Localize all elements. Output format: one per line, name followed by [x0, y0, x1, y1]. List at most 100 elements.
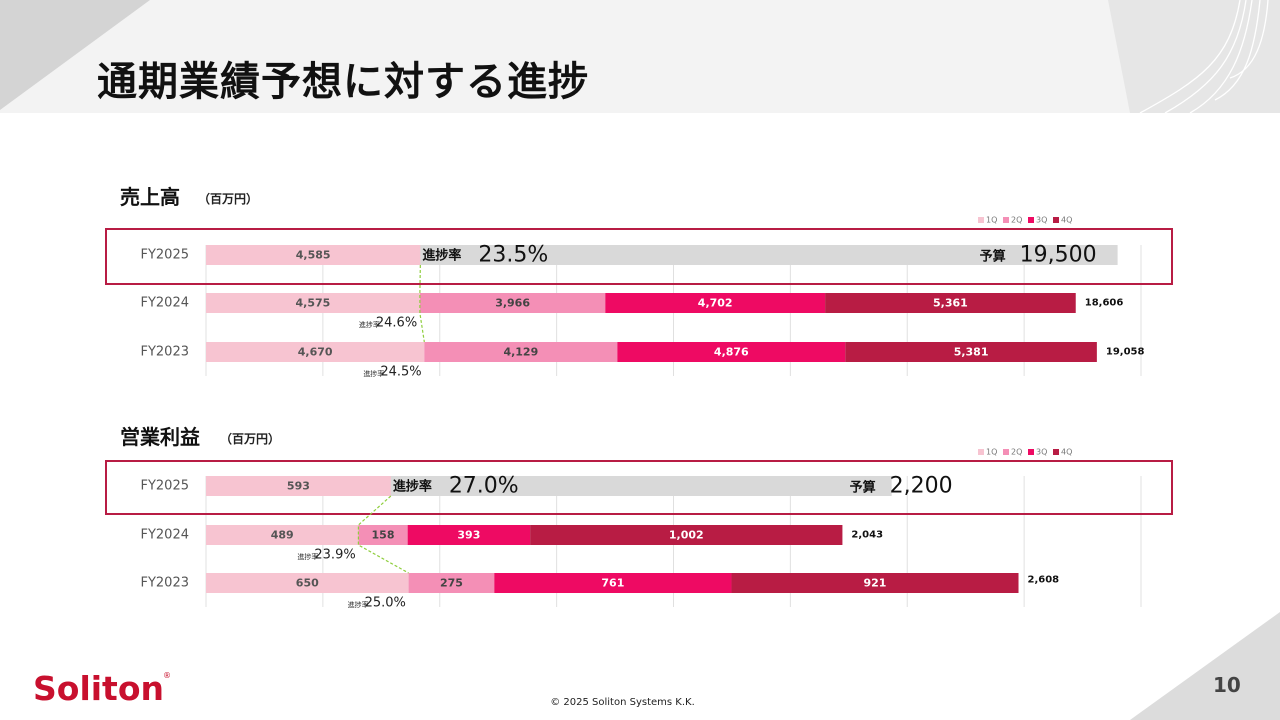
page-number: 10	[1213, 673, 1241, 697]
legend-label-4Q: 4Q	[1061, 216, 1072, 225]
bar-value-label: 1,002	[669, 529, 704, 542]
total-label: 19,058	[1106, 347, 1145, 358]
bar-FY2025-1Q	[206, 476, 391, 496]
bar-FY2023-1Q	[206, 342, 425, 362]
highlight-box	[105, 228, 1173, 285]
progress-value-small: 23.9%	[314, 548, 355, 563]
bar-FY2025-1Q	[206, 245, 421, 265]
legend-label-1Q: 1Q	[986, 448, 997, 457]
budget-label: 予算	[980, 249, 1006, 265]
legend-label-3Q: 3Q	[1036, 448, 1047, 457]
bar-FY2023-2Q	[408, 573, 495, 593]
legend-label-2Q: 2Q	[1011, 448, 1022, 457]
bar-value-label: 5,381	[954, 346, 989, 359]
legend-swatch-1Q	[978, 217, 984, 223]
budget-label: 予算	[850, 480, 876, 496]
bar-FY2024-1Q	[206, 293, 420, 313]
legend-label-4Q: 4Q	[1061, 448, 1072, 457]
progress-label: 進捗率	[393, 479, 432, 495]
chart-svg: 売上高 （百万円） 1Q 2Q 3Q 4Q FY2025 4,585 進捗率 23.5% 予算 19,…	[105, 185, 1173, 380]
budget-value: 2,200	[890, 474, 953, 499]
legend-swatch-3Q	[1028, 449, 1034, 455]
row-label-FY2024: FY2024	[140, 296, 189, 311]
bar-FY2023-2Q	[424, 342, 618, 362]
bar-FY2024-2Q	[358, 525, 408, 545]
row-label-FY2023: FY2023	[140, 576, 189, 591]
page-title: 通期業績予想に対する進捗	[97, 59, 589, 105]
progress-value: 23.5%	[478, 243, 548, 268]
progress-label-small: 進捗率	[359, 320, 380, 329]
bar-value-label: 4,575	[296, 297, 331, 310]
budget-bar	[206, 245, 1118, 265]
chart-title: 営業利益	[120, 425, 200, 449]
progress-label-small: 進捗率	[297, 552, 318, 561]
bar-FY2024-1Q	[206, 525, 359, 545]
legend-label-1Q: 1Q	[986, 216, 997, 225]
progress-connector-line	[357, 495, 409, 574]
header-wave-lines	[1139, 0, 1269, 113]
bar-FY2023-1Q	[206, 573, 409, 593]
legend-swatch-2Q	[1003, 449, 1009, 455]
bar-value-label: 4,876	[714, 346, 749, 359]
progress-label: 進捗率	[422, 248, 461, 264]
header-left-triangle	[0, 0, 150, 110]
slide-header: 通期業績予想に対する進捗	[0, 0, 1280, 113]
total-label: 2,608	[1028, 575, 1060, 586]
header-decoration	[0, 0, 1280, 113]
bar-value-label: 275	[440, 577, 463, 590]
bar-FY2024-3Q	[605, 293, 826, 313]
progress-label-small: 進捗率	[363, 369, 384, 378]
bar-value-label: 4,702	[698, 297, 733, 310]
bar-FY2024-3Q	[407, 525, 531, 545]
bar-value-label: 393	[457, 529, 480, 542]
chart-svg: 営業利益 （百万円） 1Q 2Q 3Q 4Q FY2025 593 進捗率 27.0% 予算 2,20…	[105, 425, 1173, 611]
sales-chart: 売上高 （百万円） 1Q 2Q 3Q 4Q FY2025 4,585 進捗率 23.5% 予算 19,…	[0, 180, 1280, 395]
bar-FY2024-2Q	[419, 293, 606, 313]
bar-FY2023-4Q	[731, 573, 1019, 593]
bar-value-label: 593	[287, 480, 310, 493]
bar-value-label: 4,129	[503, 346, 538, 359]
bar-value-label: 4,670	[298, 346, 333, 359]
bar-value-label: 158	[372, 529, 395, 542]
legend-swatch-4Q	[1053, 217, 1059, 223]
chart-unit-label: （百万円）	[220, 431, 280, 446]
progress-value-small: 24.6%	[376, 316, 417, 331]
row-label-FY2025: FY2025	[140, 248, 189, 263]
bar-value-label: 761	[601, 577, 624, 590]
legend-swatch-2Q	[1003, 217, 1009, 223]
bar-FY2024-4Q	[825, 293, 1076, 313]
total-label: 2,043	[851, 530, 883, 541]
logo-text: Soliton	[33, 669, 164, 708]
progress-connector-line	[419, 264, 425, 343]
progress-value-small: 25.0%	[365, 596, 406, 611]
chart-title: 売上高	[120, 185, 180, 209]
bar-FY2023-3Q	[494, 573, 732, 593]
progress-label-small: 進捗率	[348, 600, 369, 609]
bar-value-label: 921	[864, 577, 887, 590]
progress-value-small: 24.5%	[380, 365, 421, 380]
legend-swatch-4Q	[1053, 449, 1059, 455]
bar-value-label: 4,585	[296, 249, 331, 262]
logo-registered-mark: ®	[163, 671, 171, 680]
bar-value-label: 650	[296, 577, 319, 590]
chart-unit-label: （百万円）	[198, 191, 258, 206]
legend-label-2Q: 2Q	[1011, 216, 1022, 225]
legend-swatch-3Q	[1028, 217, 1034, 223]
operating-profit-chart: 営業利益 （百万円） 1Q 2Q 3Q 4Q FY2025 593 進捗率 27.0% 予算 2,20…	[0, 420, 1280, 620]
bar-FY2023-3Q	[617, 342, 846, 362]
bar-FY2024-4Q	[530, 525, 843, 545]
soliton-logo: Soliton ®	[33, 666, 173, 712]
bar-FY2023-4Q	[845, 342, 1097, 362]
bar-value-label: 5,361	[933, 297, 968, 310]
legend-label-3Q: 3Q	[1036, 216, 1047, 225]
highlight-box	[105, 460, 1173, 515]
bar-value-label: 489	[271, 529, 294, 542]
bar-value-label: 3,966	[495, 297, 530, 310]
budget-value: 19,500	[1020, 243, 1097, 268]
legend-swatch-1Q	[978, 449, 984, 455]
total-label: 18,606	[1085, 298, 1124, 309]
row-label-FY2024: FY2024	[140, 528, 189, 543]
logo-mark: Soliton ®	[33, 669, 171, 708]
copyright: © 2025 Soliton Systems K.K.	[550, 697, 695, 708]
row-label-FY2023: FY2023	[140, 345, 189, 360]
